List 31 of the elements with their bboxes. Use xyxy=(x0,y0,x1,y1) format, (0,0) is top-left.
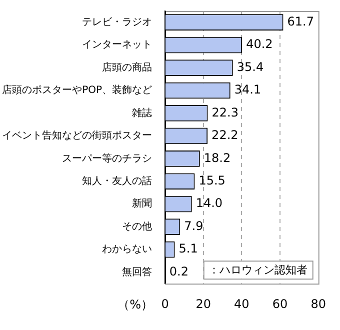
x-tick-label: 60 xyxy=(272,296,288,311)
text: 35.4 xyxy=(236,60,264,74)
y-tick-label: その他 xyxy=(122,220,152,232)
x-tick-label: 40 xyxy=(234,296,250,311)
y-tick-label: イベント告知などの街頭ポスター xyxy=(2,130,152,142)
y-tick-label: わからない xyxy=(102,244,152,256)
y-tick-label: インターネット xyxy=(82,40,152,51)
text: 5.1 xyxy=(178,242,198,256)
text: 7.9 xyxy=(184,218,204,233)
y-tick-label: 新聞 xyxy=(132,198,152,210)
y-tick-label: 無回答 xyxy=(122,266,152,278)
x-tick-label: 0 xyxy=(161,296,169,311)
y-tick-label: 雑誌 xyxy=(132,106,152,119)
text: 40.2 xyxy=(246,37,273,52)
text: 14.0 xyxy=(196,196,223,210)
annotation: ：ハロウィン認知者 xyxy=(208,263,308,276)
y-tick-label: 店頭のポスターやPOP、装飾など xyxy=(2,84,152,96)
y-tick-label: 店頭の商品 xyxy=(102,61,152,74)
text: 34.1 xyxy=(234,82,262,97)
text: 0.2 xyxy=(169,264,188,278)
y-tick-label: テレビ・ラジオ xyxy=(82,16,152,28)
x-tick-label: 80 xyxy=(310,296,326,311)
text: 18.2 xyxy=(204,150,231,165)
x-axis-title: （%） xyxy=(118,298,153,312)
y-tick-label: スーパー等のチラシ xyxy=(62,152,152,164)
x-tick-label: 20 xyxy=(196,296,211,311)
text: 61.7 xyxy=(287,14,314,28)
text: 15.5 xyxy=(198,174,226,188)
text: 22.2 xyxy=(212,128,238,142)
text: 22.3 xyxy=(212,105,238,120)
y-tick-label: 知人・友人の話 xyxy=(82,174,152,187)
